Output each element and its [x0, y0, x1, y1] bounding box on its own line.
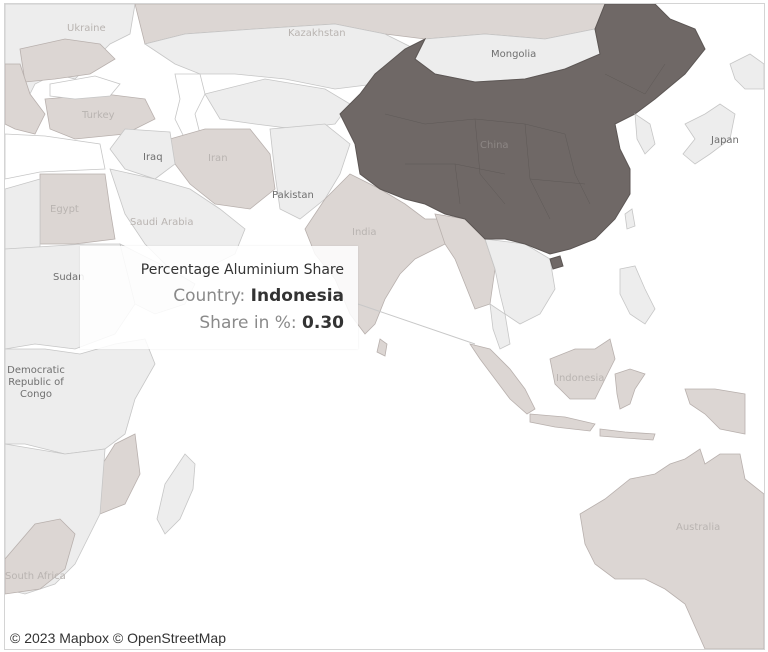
sumatra — [469, 343, 536, 415]
turkey — [44, 93, 156, 140]
label-mongolia: Mongolia — [491, 49, 537, 60]
label-china: China — [480, 140, 509, 151]
label-sudan: Sudan — [53, 272, 85, 283]
iran — [169, 128, 276, 210]
china-province-lines — [384, 63, 666, 220]
java — [529, 413, 596, 432]
label-egypt: Egypt — [50, 204, 79, 215]
philippines — [619, 265, 656, 325]
black-sea — [49, 75, 121, 100]
tooltip-country-row: Country: Indonesia — [173, 286, 344, 306]
map-view[interactable]: Ukraine Kazakhstan Mongolia Turkey Iraq … — [4, 3, 765, 650]
tooltip-country-label: Country: — [173, 286, 246, 306]
japan-north — [729, 53, 764, 90]
label-ukraine: Ukraine — [67, 23, 106, 34]
tooltip-share-row: Share in %: 0.30 — [199, 313, 344, 333]
indochina — [484, 238, 556, 325]
tooltip-title: Percentage Aluminium Share — [140, 262, 344, 278]
south-africa — [5, 518, 76, 595]
lesser-sunda — [599, 428, 656, 441]
caspian-sea — [174, 73, 206, 140]
tooltip: Percentage Aluminium Share Country: Indo… — [80, 246, 358, 349]
japan — [682, 103, 736, 165]
mediterranean — [5, 133, 106, 180]
hainan — [549, 255, 564, 270]
central-africa — [5, 338, 156, 455]
label-india: India — [352, 227, 377, 238]
madagascar — [156, 453, 196, 535]
tooltip-share-value: 0.30 — [302, 313, 344, 333]
borneo — [549, 338, 616, 400]
label-iran: Iran — [208, 153, 228, 164]
tooltip-country-value: Indonesia — [250, 286, 344, 306]
world-map[interactable] — [5, 4, 764, 649]
label-saudi-arabia: Saudi Arabia — [130, 217, 194, 228]
label-australia: Australia — [676, 522, 721, 533]
sri-lanka — [376, 338, 388, 357]
sulawesi — [614, 368, 646, 410]
label-pakistan: Pakistan — [272, 190, 314, 201]
label-kazakhstan: Kazakhstan — [288, 28, 346, 39]
tooltip-share-label: Share in %: — [199, 313, 297, 333]
label-drc: Democratic Republic of Congo — [7, 365, 65, 400]
label-south-africa: South Africa — [5, 571, 66, 582]
new-guinea — [684, 388, 746, 435]
label-turkey: Turkey — [82, 110, 115, 121]
map-attribution[interactable]: © 2023 Mapbox © OpenStreetMap — [7, 629, 229, 647]
australia — [579, 448, 764, 649]
malay-peninsula — [489, 303, 511, 350]
label-indonesia: Indonesia — [556, 373, 605, 384]
balkans — [5, 63, 46, 135]
korea — [634, 113, 656, 155]
north-africa — [5, 178, 41, 255]
label-japan: Japan — [711, 135, 739, 146]
taiwan — [624, 208, 636, 230]
central-asia — [204, 78, 351, 130]
ukraine-region — [19, 38, 116, 83]
label-iraq: Iraq — [143, 152, 163, 163]
